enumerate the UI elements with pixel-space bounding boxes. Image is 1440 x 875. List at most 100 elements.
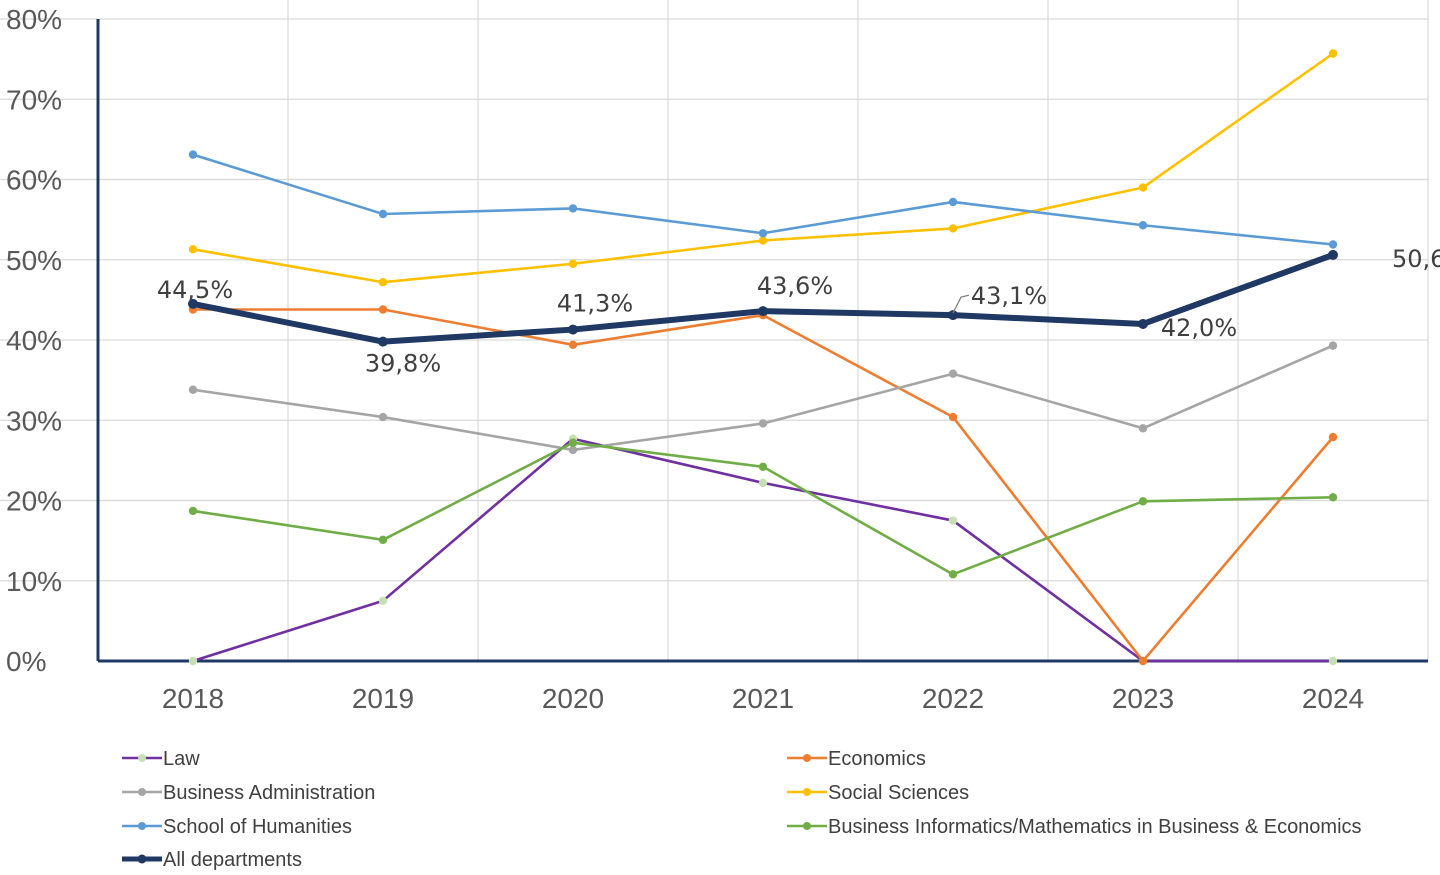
data-point-business-administration — [188, 385, 198, 394]
data-label: 43,6% — [757, 272, 833, 300]
data-point-business-informatics-mathematics-in-business-economics — [948, 570, 958, 579]
series-school-of-humanities — [188, 150, 1338, 249]
legend-item-law: Law — [122, 748, 200, 770]
x-tick-label: 2020 — [542, 683, 604, 714]
data-point-business-informatics-mathematics-in-business-economics — [758, 462, 768, 471]
data-point-business-informatics-mathematics-in-business-economics — [188, 506, 198, 516]
series-lines — [188, 49, 1338, 666]
data-point-all-departments — [188, 298, 198, 309]
data-point-business-administration — [948, 369, 958, 378]
data-point-school-of-humanities — [948, 197, 958, 207]
data-point-economics — [1328, 432, 1338, 442]
data-point-all-departments — [568, 324, 578, 335]
y-tick-labels: 0% 10% 20% 30% 40% 50% 60% 70% 80% — [6, 4, 62, 677]
y-tick-label: 70% — [6, 84, 62, 115]
data-point-school-of-humanities — [568, 204, 578, 213]
y-tick-label: 80% — [6, 4, 62, 35]
legend-item-all-departments: All departments — [122, 849, 302, 871]
series-business-administration — [188, 341, 1338, 455]
legend-swatch-marker — [138, 822, 146, 830]
y-tick-label: 0% — [6, 646, 46, 677]
series-social-sciences — [188, 49, 1338, 287]
data-labels: 44,5% 39,8% 41,3% 43,6% 43,1% 42,0% 50,6% — [157, 245, 1440, 378]
legend-item-business-informatics-mathematics-in-business-economics: Business Informatics/Mathematics in Busi… — [787, 816, 1362, 838]
data-point-economics — [1138, 656, 1148, 666]
data-label: 43,1% — [971, 282, 1047, 310]
y-tick-label: 20% — [6, 486, 62, 517]
y-tick-label: 60% — [6, 165, 62, 196]
data-point-economics — [568, 340, 578, 350]
data-point-business-administration — [1138, 424, 1148, 433]
data-point-business-administration — [568, 445, 578, 455]
data-point-all-departments — [948, 310, 958, 321]
data-point-business-informatics-mathematics-in-business-economics — [378, 535, 388, 545]
legend-label: Business Administration — [163, 782, 375, 804]
data-point-business-administration — [1328, 341, 1338, 350]
data-point-business-administration — [758, 419, 768, 428]
x-tick-label: 2024 — [1302, 683, 1364, 714]
data-point-school-of-humanities — [378, 209, 388, 219]
series-business-informatics-mathematics-in-business-economics — [188, 438, 1338, 579]
data-point-social-sciences — [1328, 49, 1338, 58]
legend-item-economics: Economics — [787, 748, 926, 770]
x-tick-label: 2023 — [1112, 683, 1174, 714]
data-label: 42,0% — [1161, 314, 1237, 342]
series-line-social-sciences — [191, 52, 1335, 284]
legend-label: School of Humanities — [163, 816, 352, 838]
y-tick-label: 30% — [6, 405, 62, 436]
legend: Law Economics Business Administration Socia… — [122, 748, 1362, 871]
legend-item-social-sciences: Social Sciences — [787, 782, 969, 804]
series-line-business-informatics-mathematics-in-business-economics — [191, 441, 1335, 576]
data-point-economics — [948, 412, 958, 422]
data-point-business-informatics-mathematics-in-business-economics — [1138, 497, 1148, 506]
data-point-social-sciences — [378, 278, 388, 287]
y-tick-label: 40% — [6, 325, 62, 356]
legend-label: Business Informatics/Mathematics in Busi… — [828, 816, 1362, 838]
data-point-school-of-humanities — [1138, 221, 1148, 230]
data-point-business-administration — [378, 412, 388, 422]
y-tick-label: 10% — [6, 566, 62, 597]
legend-swatch-marker — [803, 754, 811, 762]
data-point-law — [188, 656, 198, 666]
x-tick-label: 2018 — [162, 683, 224, 714]
legend-swatch-marker — [138, 754, 146, 762]
x-tick-label: 2021 — [732, 683, 794, 714]
legend-label: All departments — [163, 849, 302, 871]
data-point-all-departments — [1328, 249, 1338, 260]
data-point-social-sciences — [948, 224, 958, 233]
legend-swatch-marker — [137, 854, 147, 864]
legend-swatch-marker — [803, 822, 811, 830]
data-point-law — [758, 478, 768, 488]
data-point-business-informatics-mathematics-in-business-economics — [1328, 493, 1338, 502]
legend-swatch-marker — [138, 788, 146, 796]
legend-label: Law — [163, 748, 200, 770]
data-point-social-sciences — [568, 259, 578, 268]
legend-label: Social Sciences — [828, 782, 969, 804]
data-point-all-departments — [1138, 318, 1148, 329]
data-label: 44,5% — [157, 276, 233, 304]
data-point-school-of-humanities — [188, 150, 198, 159]
data-point-all-departments — [378, 336, 388, 347]
data-point-school-of-humanities — [1328, 240, 1338, 249]
data-point-law — [1328, 656, 1338, 666]
legend-item-business-administration: Business Administration — [122, 782, 375, 804]
data-label-leader-line — [952, 294, 970, 314]
data-point-social-sciences — [188, 245, 198, 254]
series-all-departments — [188, 249, 1338, 347]
data-point-economics — [378, 305, 388, 314]
data-label: 39,8% — [365, 350, 441, 378]
data-point-law — [378, 596, 388, 606]
series-line-law — [191, 437, 1335, 663]
data-point-school-of-humanities — [758, 229, 768, 238]
data-label: 50,6% — [1392, 245, 1440, 273]
data-point-all-departments — [758, 306, 768, 317]
data-point-law — [948, 516, 958, 525]
data-label: 41,3% — [557, 290, 633, 318]
legend-label: Economics — [828, 748, 926, 770]
x-tick-label: 2019 — [352, 683, 414, 714]
data-point-business-informatics-mathematics-in-business-economics — [568, 438, 578, 447]
x-tick-labels: 2018 2019 2020 2021 2022 2023 2024 — [162, 683, 1364, 714]
legend-item-school-of-humanities: School of Humanities — [122, 816, 352, 838]
data-point-social-sciences — [758, 236, 768, 245]
